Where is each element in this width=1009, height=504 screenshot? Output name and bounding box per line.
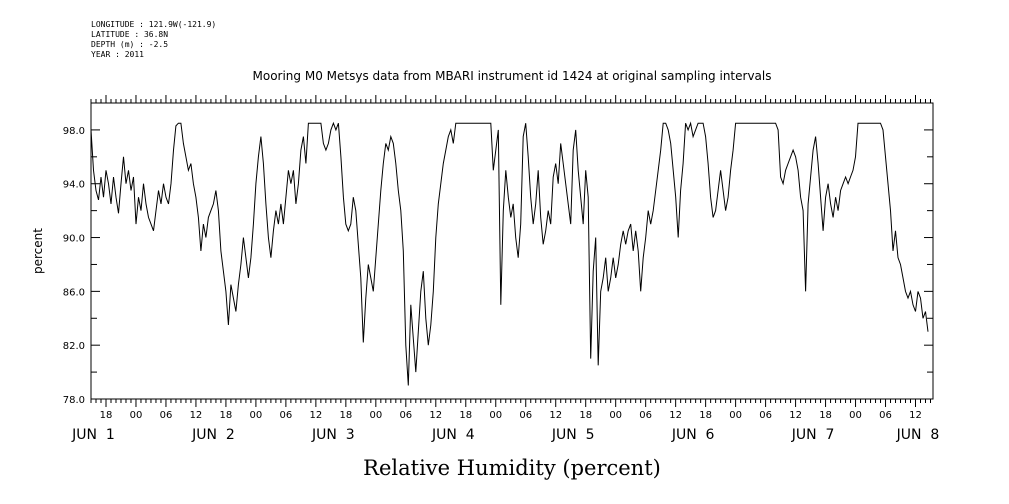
y-tick-label: 82.0: [63, 341, 85, 352]
x-tick-label: 06: [160, 410, 173, 421]
x-day-label: JUN 1: [71, 427, 115, 443]
y-axis: 78.0 82.0 86.0 90.0 94.0 98.0: [63, 102, 933, 406]
x-tick-label: 18: [459, 410, 472, 421]
x-tick-label: 18: [220, 410, 233, 421]
longitude-text: LONGITUDE : 121.9W(-121.9): [91, 20, 217, 29]
chart-title: Mooring M0 Metsys data from MBARI instru…: [253, 69, 772, 83]
x-tick-label: 12: [789, 410, 802, 421]
x-tick-label: 12: [190, 410, 203, 421]
x-tick-label: 00: [849, 410, 862, 421]
x-axis-label: Relative Humidity (percent): [363, 456, 661, 480]
x-day-label: JUN 4: [431, 427, 475, 443]
x-day-label: JUN 3: [311, 427, 355, 443]
x-day-label: JUN 8: [896, 427, 940, 443]
plot-frame: [90, 102, 934, 400]
x-tick-label: 12: [669, 410, 682, 421]
y-tick-label: 90.0: [63, 234, 85, 245]
humidity-line: [90, 121, 929, 386]
y-tick-label: 98.0: [63, 126, 85, 137]
x-day-label: JUN 5: [551, 427, 595, 443]
x-day-label: JUN 6: [671, 427, 715, 443]
station-metadata: LONGITUDE : 121.9W(-121.9) LATITUDE : 36…: [91, 20, 216, 60]
latitude-text: LATITUDE : 36.8N: [91, 30, 169, 39]
x-tick-label: 06: [759, 410, 772, 421]
x-day-label: JUN 7: [791, 427, 835, 443]
x-tick-label: 12: [909, 410, 922, 421]
x-tick-label: 18: [339, 410, 352, 421]
x-tick-label: 06: [879, 410, 892, 421]
series-layer: [90, 121, 929, 386]
x-tick-label: 06: [639, 410, 652, 421]
x-tick-label: 18: [579, 410, 592, 421]
x-tick-label: 06: [280, 410, 293, 421]
x-tick-label: 06: [399, 410, 412, 421]
x-tick-label: 12: [429, 410, 442, 421]
x-tick-label: 00: [250, 410, 263, 421]
x-tick-label: 18: [699, 410, 712, 421]
x-tick-label: 18: [100, 410, 113, 421]
y-axis-label: percent: [31, 228, 45, 274]
y-tick-label: 86.0: [63, 287, 85, 298]
x-tick-label: 00: [369, 410, 382, 421]
x-tick-label: 18: [819, 410, 832, 421]
year-text: YEAR : 2011: [91, 50, 144, 59]
y-tick-label: 94.0: [63, 180, 85, 191]
x-day-label: JUN 2: [191, 427, 235, 443]
x-axis: 18 00 06 12 18 00 06 12 18 00 06 12 18 00 06 12 18 00 06 12…: [71, 95, 939, 443]
x-tick-label: 12: [549, 410, 562, 421]
x-tick-label: 00: [130, 410, 143, 421]
x-tick-label: 12: [309, 410, 322, 421]
y-tick-label: 78.0: [63, 395, 85, 406]
x-tick-label: 00: [729, 410, 742, 421]
x-tick-label: 00: [609, 410, 622, 421]
x-tick-label: 06: [519, 410, 532, 421]
x-tick-label: 00: [489, 410, 502, 421]
depth-text: DEPTH (m) : -2.5: [91, 40, 169, 49]
